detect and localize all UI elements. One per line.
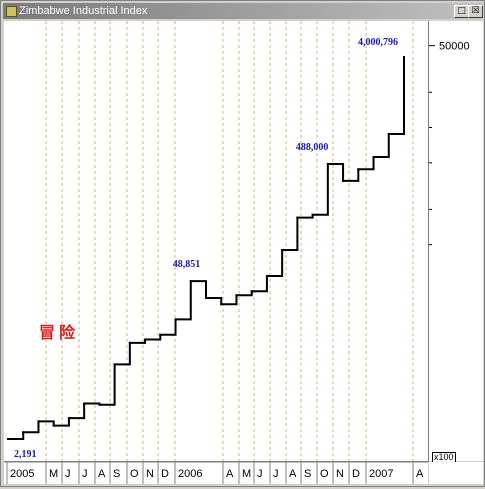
x-tick-label: D (161, 468, 169, 480)
series-line (8, 57, 405, 440)
data-point (37, 420, 40, 423)
x-axis[interactable]: 2005 M J J A S O N D 2006 A M J J A S O N D 2007 A (4, 461, 428, 484)
close-button[interactable]: ☒ (468, 5, 483, 18)
chart-plot: 2,191 48,851 488,000 4,000,796 (7, 21, 414, 461)
x-tick-label: N (336, 468, 344, 480)
app-icon (6, 6, 17, 17)
data-point (22, 431, 25, 434)
y-axis-ticks: 50000 (429, 41, 470, 246)
x-tick-label: O (130, 468, 139, 480)
x-tick-label: 2005 (10, 468, 34, 480)
x-tick-label: D (352, 468, 360, 480)
x-tick-label: O (320, 468, 329, 480)
data-point (311, 213, 314, 216)
x-tick-label: S (304, 468, 311, 480)
data-point (128, 341, 131, 344)
data-label: 2,191 (14, 449, 37, 460)
x-tick-label: 2006 (178, 468, 202, 480)
title-bar[interactable]: Zimbabwe Industrial Index □ ☒ (3, 3, 483, 19)
axis-corner (429, 462, 483, 484)
x-tick-label: J (65, 468, 71, 480)
data-point (357, 168, 360, 171)
data-point (189, 280, 192, 283)
data-point (372, 156, 375, 159)
data-label: 488,000 (296, 142, 329, 153)
data-point (113, 363, 116, 366)
data-point (7, 438, 9, 440)
data-point (220, 303, 223, 306)
data-label: 4,000,796 (358, 37, 398, 48)
data-point (342, 179, 345, 182)
data-point (265, 274, 268, 277)
data-point (52, 424, 55, 427)
watermark-stamp: 冒险 (39, 323, 80, 342)
data-point (83, 402, 86, 405)
x-tick-label: M (242, 468, 251, 480)
data-point (403, 56, 405, 58)
x-tick-label: A (226, 468, 234, 480)
data-point (67, 417, 70, 420)
window-title: Zimbabwe Industrial Index (19, 5, 148, 17)
data-point (387, 133, 390, 136)
y-tick-label: 50000 (439, 41, 470, 53)
data-point (250, 290, 253, 293)
x-tick-label: A (98, 468, 106, 480)
data-point (174, 318, 177, 321)
x-tick-label: J (273, 468, 279, 480)
x-tick-label: 2007 (369, 468, 393, 480)
data-point (205, 297, 207, 300)
minimize-button[interactable]: □ (454, 5, 469, 18)
x-tick-label: J (257, 468, 263, 480)
data-point (326, 163, 329, 166)
data-point (296, 216, 299, 219)
data-label: 48,851 (173, 259, 201, 270)
data-point (98, 403, 101, 406)
data-point (281, 249, 284, 252)
x-tick-label: A (416, 468, 424, 480)
y-axis[interactable]: 50000 (429, 21, 483, 461)
plot-area[interactable]: 2,191 48,851 488,000 4,000,796 (4, 21, 429, 462)
x-tick-label: J (82, 468, 88, 480)
x-tick-label: A (289, 468, 297, 480)
x-axis-ticks: 2005 M J J A S O N D 2006 A M J J A S O N D 2007 A (4, 461, 428, 484)
data-point (235, 294, 238, 297)
x-tick-label: S (113, 468, 120, 480)
data-point (159, 333, 162, 336)
data-point (144, 338, 147, 341)
x-tick-label: M (49, 468, 58, 480)
x-tick-label: N (146, 468, 154, 480)
